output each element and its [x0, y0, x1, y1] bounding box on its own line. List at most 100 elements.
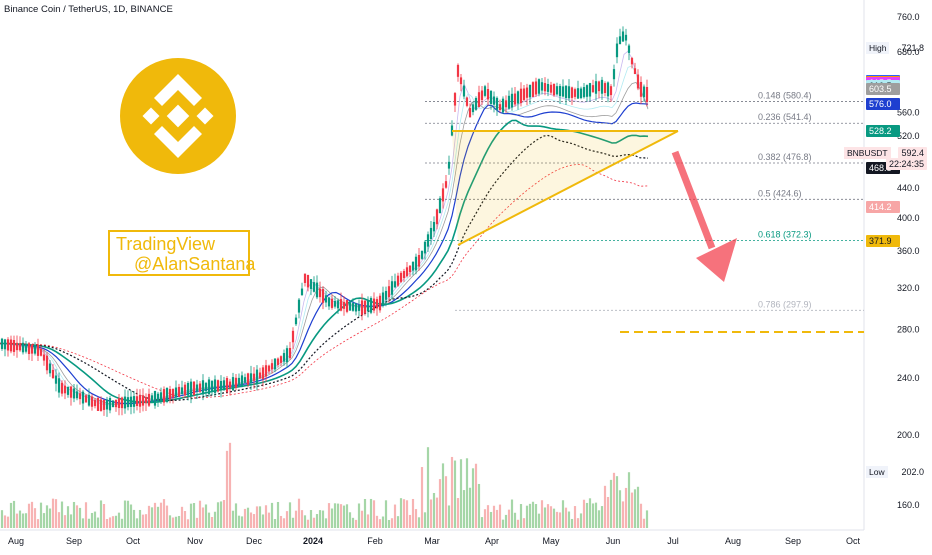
candle-body	[192, 381, 196, 395]
candle-body	[609, 86, 613, 96]
symbol-label[interactable]: BNBUSDT	[844, 147, 891, 159]
volume-bar	[255, 506, 259, 528]
candle-body	[177, 386, 181, 397]
volume-bar	[606, 496, 610, 528]
volume-bar	[639, 503, 643, 528]
candle-body	[378, 295, 382, 311]
candle-body	[33, 345, 37, 354]
candle-body	[354, 303, 358, 312]
volume-bar	[6, 516, 10, 528]
watermark-line-1: TradingView	[116, 234, 216, 254]
candle-body	[519, 88, 523, 104]
moving-average-line[interactable]	[0, 119, 649, 404]
volume-bar	[345, 504, 349, 528]
volume-bar	[528, 503, 532, 528]
candle-body	[153, 390, 157, 406]
volume-bars	[0, 442, 649, 528]
volume-bar	[327, 503, 331, 528]
moving-average-line[interactable]	[0, 163, 649, 399]
volume-bar	[534, 504, 538, 528]
price-tick-label: 240.0	[897, 373, 920, 383]
price-tick-label: 280.0	[897, 325, 920, 335]
candle-body	[72, 388, 76, 399]
candle-body	[612, 69, 616, 80]
candle-body	[552, 83, 556, 96]
volume-bar	[138, 509, 142, 528]
volume-bar	[180, 506, 184, 528]
volume-bar	[429, 499, 433, 528]
volume-bar	[342, 505, 346, 528]
volume-bar	[171, 517, 175, 528]
candle-body	[303, 273, 307, 283]
chart-title: Binance Coin / TetherUS, 1D, BINANCE	[4, 4, 173, 15]
price-tick-label: 560.0	[897, 108, 920, 118]
candle-body	[252, 373, 256, 381]
volume-bar	[243, 508, 247, 528]
volume-bar	[183, 510, 187, 528]
volume-bar	[330, 508, 334, 528]
time-tick-label: Aug	[725, 536, 741, 546]
candle-body	[546, 83, 550, 92]
volume-bar	[468, 487, 472, 528]
candle-body	[489, 90, 493, 104]
time-axis[interactable]: Aug Sep Oct Nov Dec 2024 Feb Mar Apr May Jun Jul Aug…	[8, 536, 861, 546]
candle-body	[480, 90, 484, 101]
volume-bar	[309, 510, 313, 528]
triangle-pattern[interactable]	[452, 130, 679, 246]
time-tick-label: Mar	[424, 536, 440, 546]
countdown: 22:24:35	[885, 158, 927, 170]
volume-bar	[384, 500, 388, 528]
candle-body	[573, 89, 577, 97]
candle-body	[543, 83, 547, 92]
volume-bar	[483, 509, 487, 528]
volume-bar	[312, 517, 316, 528]
volume-bar	[216, 502, 220, 528]
candle-body	[219, 380, 223, 391]
candle-body	[159, 392, 163, 401]
volume-bar	[168, 515, 172, 528]
volume-bar	[333, 503, 337, 528]
candle-body	[291, 330, 295, 343]
price-tick-label: 160.0	[897, 500, 920, 510]
volume-bar	[264, 505, 268, 528]
candle-body	[51, 369, 55, 379]
volume-bar	[306, 519, 310, 528]
volume-bar	[543, 507, 547, 528]
candle-body	[48, 363, 52, 374]
volume-bar	[363, 498, 367, 528]
candle-body	[6, 339, 10, 351]
volume-bar	[462, 490, 466, 528]
high-label: High	[866, 42, 890, 54]
down-arrow-icon[interactable]	[671, 150, 737, 282]
volume-bar	[3, 515, 7, 528]
volume-bar	[315, 514, 319, 528]
volume-bar	[375, 515, 379, 528]
volume-bar	[369, 498, 373, 528]
volume-bar	[546, 504, 550, 528]
volume-bar	[234, 503, 238, 528]
candle-body	[186, 382, 190, 396]
volume-bar	[510, 499, 514, 528]
volume-bar	[303, 515, 307, 528]
candle-body	[501, 98, 505, 113]
volume-bar	[465, 458, 469, 528]
candle-body	[270, 363, 274, 370]
candle-body	[558, 86, 562, 97]
volume-bar	[261, 514, 265, 528]
candle-body	[522, 88, 526, 100]
candle-body	[285, 348, 289, 363]
moving-average-line[interactable]	[0, 65, 649, 405]
volume-bar	[117, 512, 121, 528]
moving-average-line[interactable]	[0, 50, 649, 406]
volume-bar	[150, 507, 154, 528]
price-tag: 371.9	[866, 234, 900, 247]
price-axis[interactable]: 760.0680.0560.0520.0480.0440.0400.0360.0…	[897, 12, 920, 510]
triangle-bottom-line[interactable]	[457, 130, 679, 246]
candle-body	[45, 355, 49, 371]
moving-average-line[interactable]	[0, 134, 649, 401]
candle-body	[564, 85, 568, 99]
candle-body	[330, 298, 334, 308]
volume-bar	[33, 508, 37, 528]
